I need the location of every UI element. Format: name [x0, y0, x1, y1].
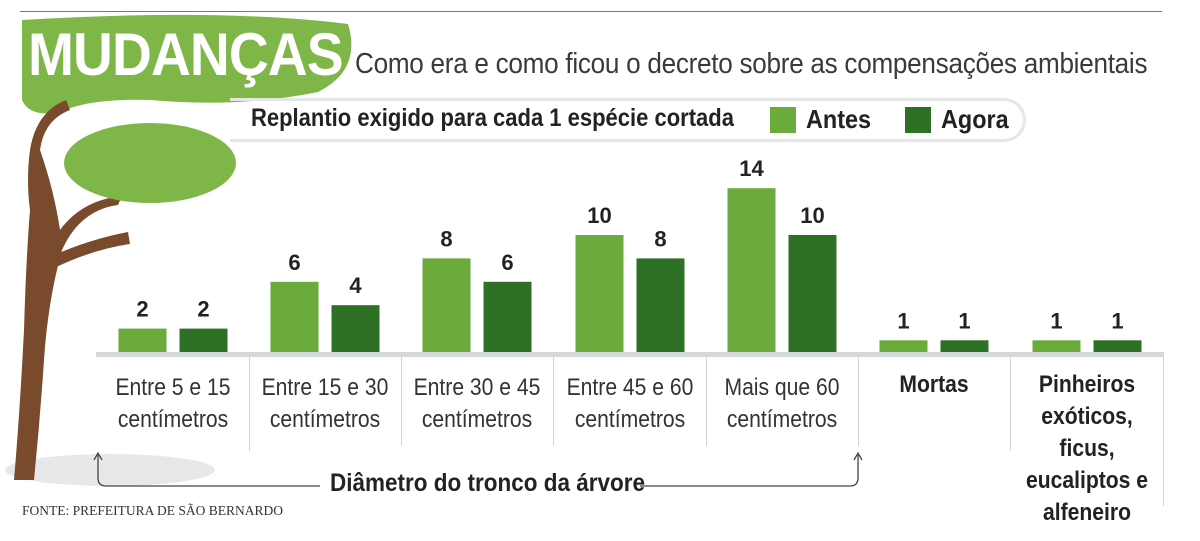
category-label-line: eucaliptos e [1025, 467, 1149, 494]
category-label-6: Pinheiros exóticos, ficus, eucaliptos e alf… [1021, 369, 1153, 529]
data-label-agora-5: 1 [958, 308, 970, 333]
top-rule [20, 11, 1162, 12]
category-label-0: Entre 5 e 15 centímetros [107, 372, 239, 436]
axis-caption: Diâmetro do tronco da árvore [330, 469, 646, 497]
category-label-3: Entre 45 e 60 centímetros [564, 372, 696, 436]
legend-item-agora: Agora [905, 104, 1016, 135]
legend-box [230, 98, 1026, 142]
data-label-antes-6: 1 [1050, 308, 1062, 333]
bracket-arrow-left [93, 451, 103, 461]
category-separator [553, 356, 554, 446]
category-label-5: Mortas [868, 369, 1000, 401]
headline: MUDANÇAS [28, 21, 344, 88]
bar-agora-6 [1093, 340, 1142, 352]
data-label-agora-0: 2 [197, 297, 209, 322]
bar-agora-3 [636, 258, 685, 352]
category-separator [249, 356, 250, 451]
legend-swatch-antes [770, 106, 796, 133]
category-label-line: Mais que 60 [724, 374, 840, 401]
bar-agora-2 [483, 281, 532, 352]
data-label-agora-4: 10 [800, 203, 824, 228]
category-separator [401, 356, 402, 446]
category-label-line: alfeneiro [1042, 499, 1132, 526]
data-label-antes-3: 10 [587, 203, 611, 228]
tree-shadow [5, 454, 215, 486]
bar-agora-4 [788, 235, 837, 352]
category-label-line: Entre 15 e 30 [261, 374, 389, 401]
legend-swatch-agora [905, 106, 931, 133]
data-label-antes-4: 14 [739, 156, 764, 181]
category-label-line: centímetros [574, 406, 686, 433]
category-separator [858, 356, 859, 446]
diameter-bracket [97, 455, 859, 487]
category-label-line: Entre 45 e 60 [566, 374, 694, 401]
data-label-antes-5: 1 [897, 308, 909, 333]
bar-agora-0 [179, 328, 228, 352]
data-label-agora-1: 4 [349, 273, 362, 298]
bar-antes-2 [422, 258, 471, 352]
bar-agora-5 [940, 340, 989, 352]
category-label-line: Entre 30 e 45 [413, 374, 541, 401]
bar-agora-1 [331, 305, 380, 352]
legend-label-agora: Agora [941, 104, 1009, 134]
bracket-arrow-right [853, 451, 863, 461]
data-label-antes-2: 8 [440, 226, 452, 251]
chart-title: Replantio exigido para cada 1 espécie co… [251, 104, 734, 132]
bar-antes-5 [879, 340, 928, 352]
data-label-agora-2: 6 [501, 250, 513, 275]
bar-antes-4 [727, 188, 776, 352]
bar-antes-6 [1032, 340, 1081, 352]
category-label-1: Entre 15 e 30 centímetros [259, 372, 391, 436]
data-label-antes-1: 6 [288, 250, 300, 275]
bar-antes-1 [270, 281, 319, 352]
tree-trunk [14, 100, 122, 480]
category-separator [1163, 356, 1164, 506]
category-label-line: Entre 5 e 15 [115, 374, 231, 401]
category-label-line: centímetros [421, 406, 533, 433]
source-note: FONTE: PREFEITURA DE SÃO BERNARDO [22, 503, 284, 518]
category-label-line: Mortas [899, 371, 969, 398]
category-label-line: exóticos, ficus, [1041, 403, 1133, 462]
subtitle: Como era e como ficou o decreto sobre as… [355, 48, 1148, 80]
category-label-line: centímetros [117, 406, 229, 433]
category-label-4: Mais que 60 centímetros [716, 372, 848, 436]
x-axis-baseline [96, 352, 1164, 357]
legend-label-antes: Antes [806, 104, 872, 134]
data-label-agora-6: 1 [1111, 308, 1123, 333]
category-label-2: Entre 30 e 45 centímetros [411, 372, 543, 436]
data-label-agora-3: 8 [654, 226, 666, 251]
headline-foliage [22, 14, 352, 114]
bar-antes-0 [118, 328, 167, 352]
category-separator [706, 356, 707, 446]
category-label-line: centímetros [726, 406, 838, 433]
legend-item-antes: Antes [770, 104, 878, 135]
tree-canopy [64, 123, 236, 203]
category-label-line: centímetros [269, 406, 381, 433]
data-label-antes-0: 2 [136, 297, 148, 322]
tree-branch [48, 232, 130, 270]
bar-antes-3 [575, 235, 624, 352]
category-label-line: Pinheiros [1038, 371, 1136, 398]
category-separator [1010, 356, 1011, 451]
